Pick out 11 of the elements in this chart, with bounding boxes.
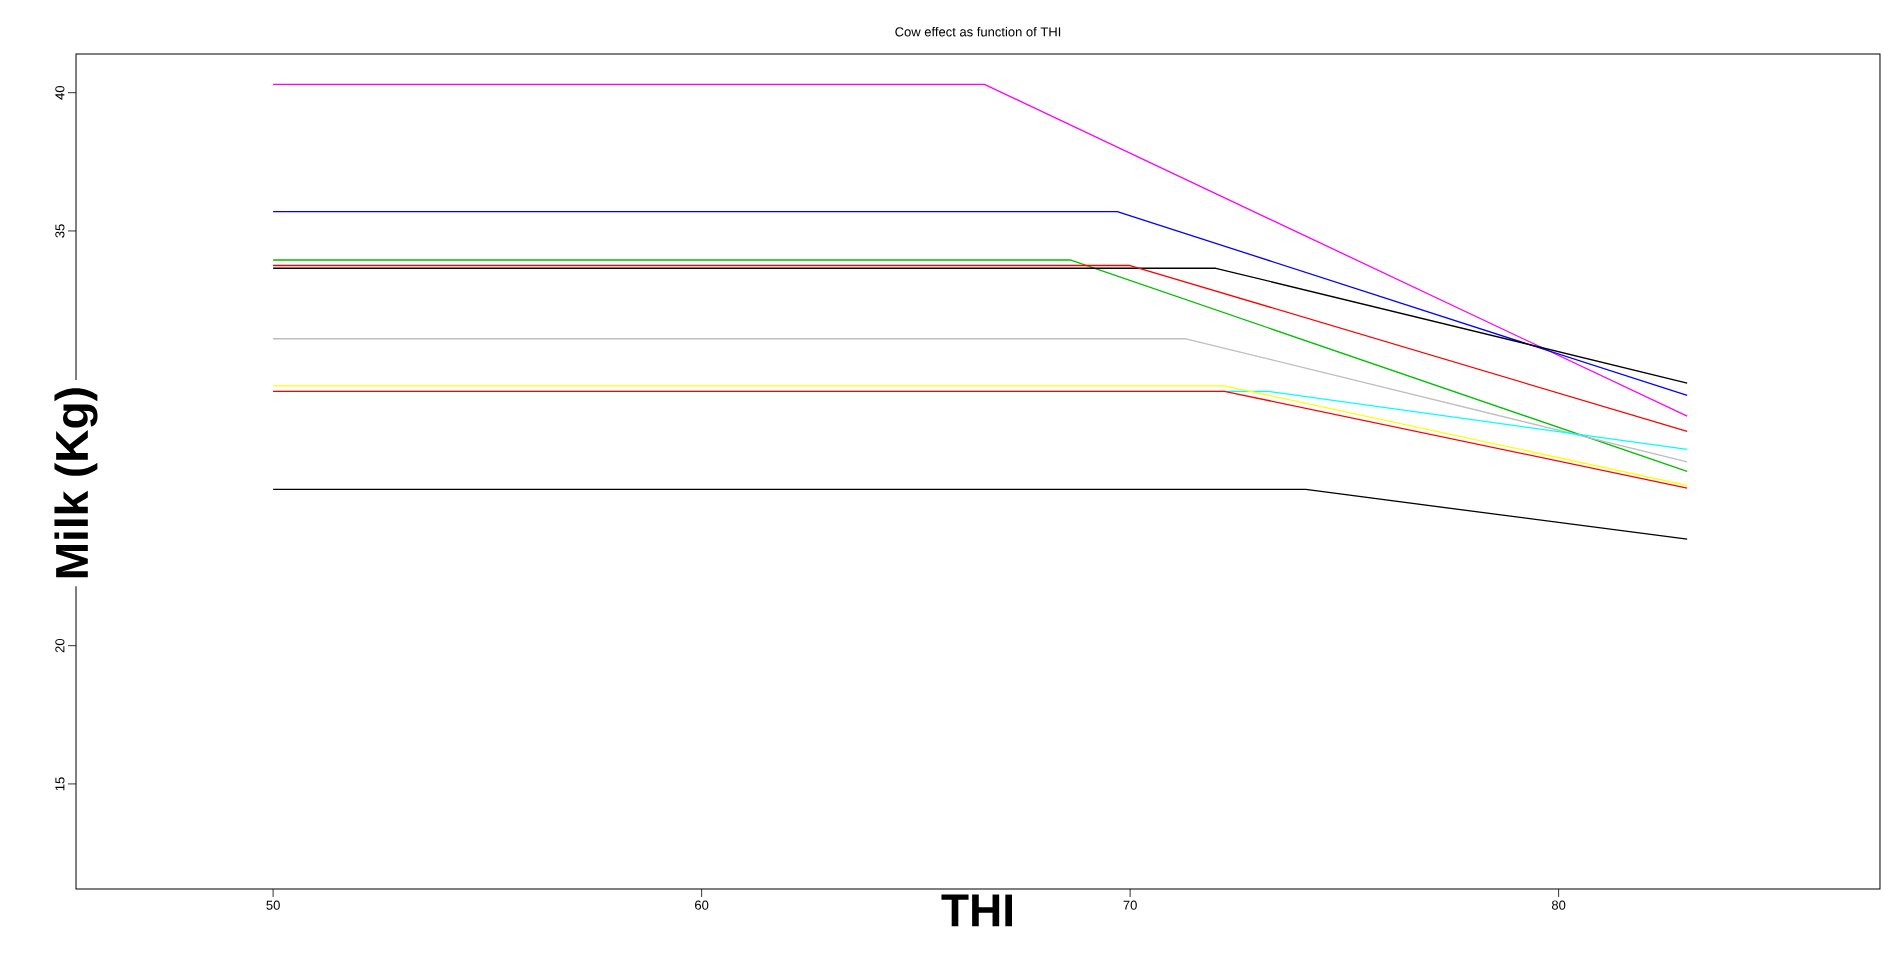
y-axis-title: Milk (Kg) [54, 388, 98, 578]
y-tick-label: 15 [55, 777, 65, 791]
chart-title: Cow effect as function of THI [895, 26, 1061, 37]
y-tick-label: 20 [55, 638, 65, 653]
x-tick-label: 60 [695, 900, 709, 910]
y-tick-label: 35 [55, 224, 65, 238]
x-tick-label: 50 [266, 900, 280, 910]
x-tick-label: 80 [1551, 900, 1566, 910]
y-tick-label: 40 [55, 85, 65, 100]
x-tick-label: 70 [1123, 900, 1137, 910]
x-axis-title: THI [941, 894, 1012, 927]
